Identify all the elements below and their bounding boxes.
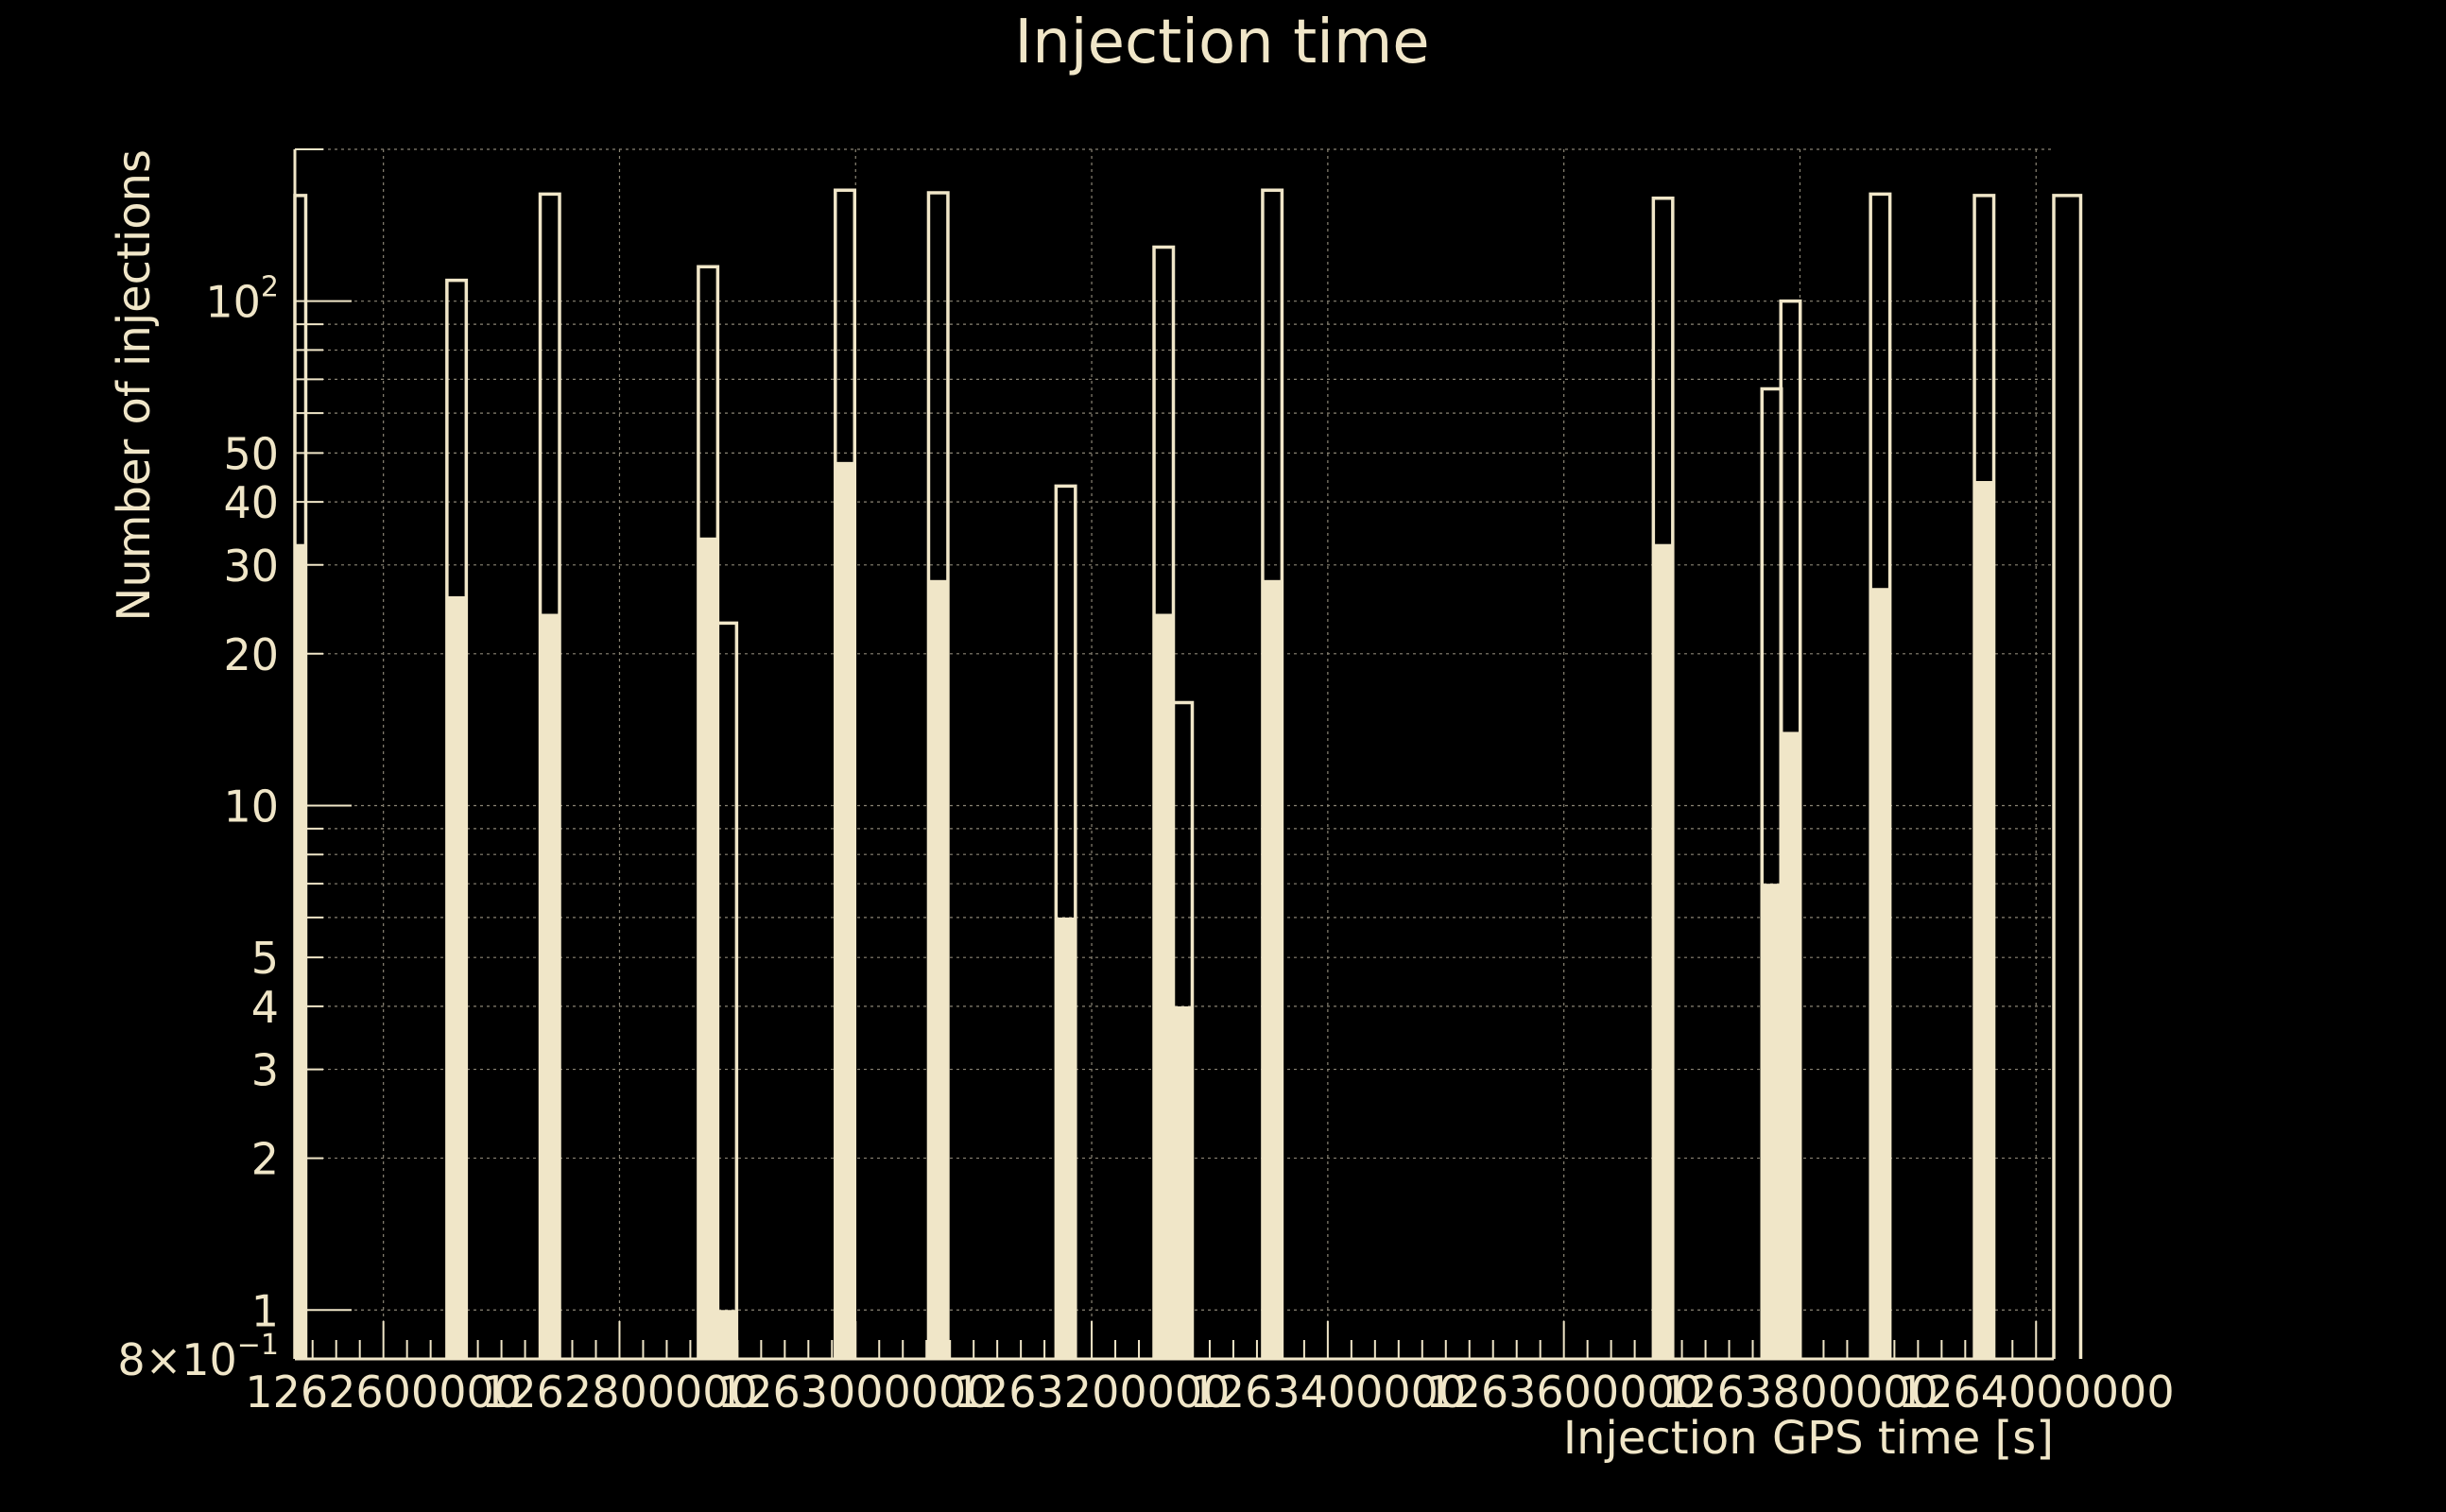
bar-filled: [835, 461, 855, 1359]
x-tick-label: 1263200000: [954, 1366, 1231, 1418]
bar-filled: [446, 595, 467, 1359]
bar-filled: [716, 1310, 737, 1359]
bar-outline: [1972, 194, 1996, 1359]
axes: [293, 148, 2054, 1361]
x-tick-labels: 1262600000126280000012630000001263200000…: [245, 1366, 2174, 1418]
y-tick-label: 102: [205, 271, 279, 328]
bar-filled: [1056, 917, 1076, 1359]
bar-filled: [1653, 543, 1673, 1359]
bar-outline: [1869, 192, 1892, 1359]
bar-filled: [928, 579, 948, 1359]
bar-outline: [1651, 196, 1675, 1359]
y-tick-label: 30: [223, 541, 279, 592]
bar-filled: [1870, 588, 1890, 1359]
bar-outline: [1171, 700, 1195, 1359]
x-axis-label: Injection GPS time [s]: [1563, 1412, 2054, 1465]
bar-filled: [698, 537, 718, 1359]
y-tick-label: 40: [223, 477, 279, 528]
y-tick-label: 8×10−1: [117, 1329, 279, 1385]
x-tick-label: 1263000000: [717, 1366, 994, 1418]
x-tick-label: 1263800000: [1662, 1366, 1938, 1418]
bar-filled: [1154, 613, 1174, 1359]
bar-outline: [1261, 188, 1284, 1359]
y-tick-label: 50: [223, 428, 279, 479]
x-tick-label: 1263600000: [1425, 1366, 1702, 1418]
y-tick-label: 3: [251, 1045, 279, 1096]
outline-bars: [293, 188, 2083, 1359]
bar-outline: [715, 621, 739, 1359]
x-tick-label: 1264000000: [1898, 1366, 2175, 1418]
y-tick-label: 20: [223, 629, 279, 680]
chart-title: Injection time: [1014, 8, 1429, 77]
bar-filled: [1781, 731, 1800, 1359]
y-tick-label: 10: [223, 781, 279, 832]
bar-outline: [445, 278, 469, 1359]
filled-bars: [295, 461, 1994, 1360]
bar-outline: [2052, 194, 2083, 1359]
bar-filled: [1262, 579, 1283, 1359]
y-tick-label: 2: [251, 1134, 279, 1185]
x-tick-label: 1262600000: [245, 1366, 522, 1418]
bar-outline: [926, 191, 950, 1359]
bar-outline: [538, 192, 561, 1359]
y-tick-label: 5: [251, 933, 279, 984]
bar-outline: [1779, 299, 1802, 1359]
bar-filled: [1762, 884, 1782, 1359]
y-tick-label: 4: [251, 982, 279, 1033]
bar-filled: [540, 613, 560, 1359]
y-axis-label: Number of injections: [108, 149, 161, 622]
bar-filled: [1974, 481, 1994, 1360]
y-tick-label: 1: [251, 1285, 279, 1336]
bar-filled: [295, 543, 306, 1359]
bar-filled: [1173, 1005, 1193, 1359]
bar-outline: [1054, 484, 1077, 1359]
x-tick-label: 1263400000: [1190, 1366, 1467, 1418]
bar-outline: [834, 188, 857, 1359]
x-tick-label: 1262800000: [481, 1366, 758, 1418]
